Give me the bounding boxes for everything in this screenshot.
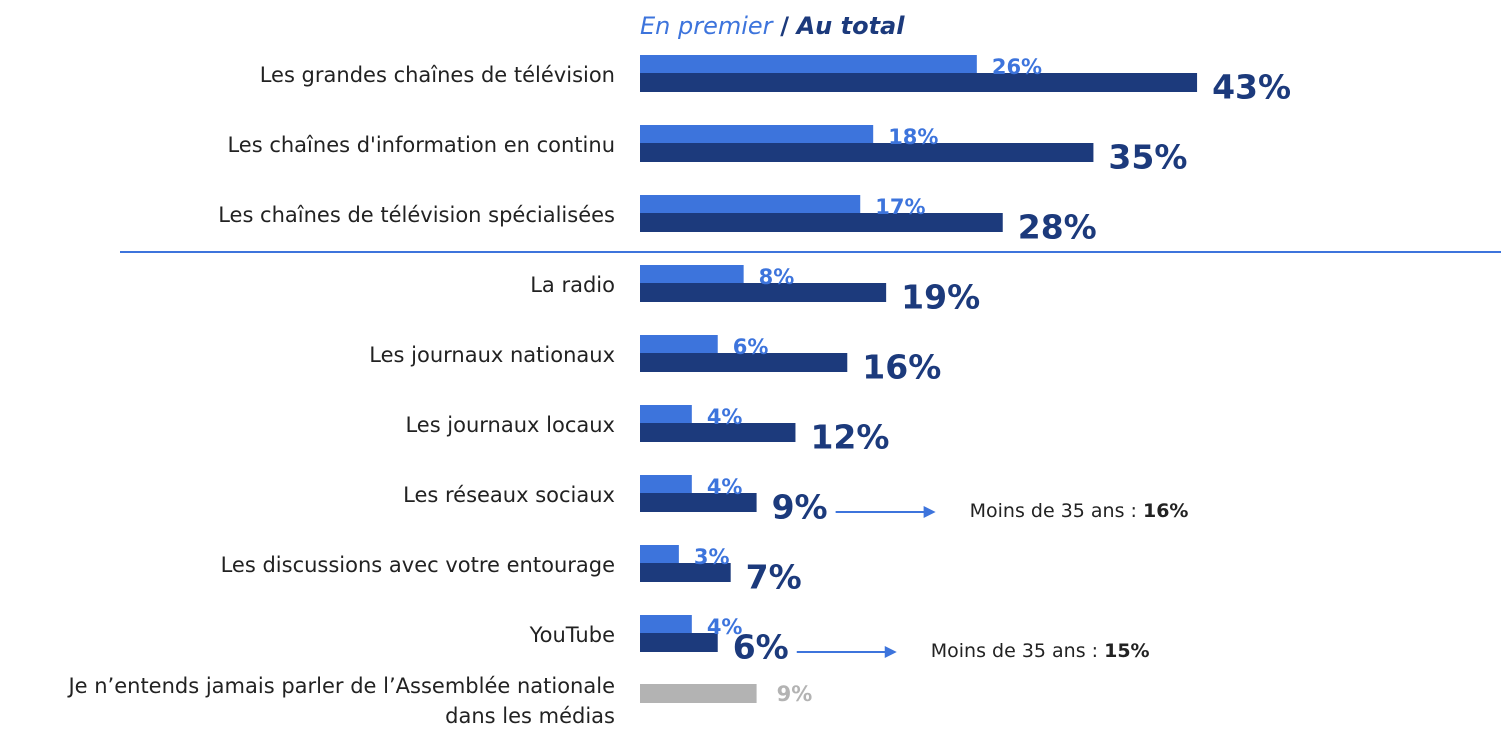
annotation: Moins de 35 ans : 15%: [931, 640, 1150, 662]
value-label: 16%: [862, 348, 941, 387]
bar: [640, 563, 731, 582]
bar: [640, 55, 977, 73]
bar: [640, 684, 757, 703]
legend-entry: Au total: [795, 12, 906, 40]
bar: [640, 335, 718, 353]
bar: [640, 195, 861, 213]
annotation-value: 16%: [1143, 500, 1188, 522]
value-label: 35%: [1108, 138, 1187, 177]
category-label: Les discussions avec votre entourage: [220, 553, 615, 577]
value-label: 4%: [707, 615, 743, 639]
value-label: 17%: [875, 195, 925, 219]
annotation: Moins de 35 ans : 16%: [970, 500, 1189, 522]
category-label: YouTube: [529, 623, 615, 647]
category-label: Je n’entends jamais parler de l’Assemblé…: [68, 674, 615, 728]
bar: [640, 353, 848, 372]
arrow-head: [884, 646, 897, 658]
bar: [640, 545, 679, 563]
bar: [640, 213, 1003, 232]
category-label: Les journaux locaux: [405, 413, 615, 437]
category-label: Les chaînes de télévision spécialisées: [218, 203, 615, 227]
value-label: 28%: [1018, 208, 1097, 247]
value-label: 43%: [1212, 68, 1291, 107]
bar: [640, 125, 874, 143]
category-label: La radio: [530, 273, 615, 297]
annotation-label: Moins de 35 ans :: [931, 640, 1098, 662]
bar: [640, 143, 1094, 162]
bar: [640, 423, 796, 442]
category-label: Les réseaux sociaux: [403, 483, 615, 507]
value-label: 26%: [992, 55, 1042, 79]
bar: [640, 265, 744, 283]
bar: [640, 633, 718, 652]
bar: [640, 615, 692, 633]
value-label: 12%: [810, 418, 889, 457]
value-label: 4%: [707, 475, 743, 499]
category-label: Les grandes chaînes de télévision: [259, 63, 615, 87]
bar: [640, 475, 692, 493]
legend: En premier / Au total: [640, 12, 905, 40]
category-label: Les journaux nationaux: [369, 343, 615, 367]
value-label: 19%: [901, 278, 980, 317]
legend-separator: /: [780, 12, 789, 40]
arrow-head: [923, 506, 936, 518]
value-label: 7%: [746, 558, 802, 597]
annotation-label: Moins de 35 ans :: [970, 500, 1137, 522]
bar: [640, 493, 757, 512]
value-label: 3%: [694, 545, 730, 569]
bar: [640, 405, 692, 423]
value-label: 9%: [777, 682, 813, 706]
value-label: 18%: [888, 125, 938, 149]
value-label: 6%: [733, 628, 789, 667]
value-label: 6%: [733, 335, 769, 359]
legend-entry: En premier: [640, 12, 775, 40]
category-label: Les chaînes d'information en continu: [227, 133, 615, 157]
annotation-value: 15%: [1104, 640, 1149, 662]
value-label: 9%: [772, 488, 828, 527]
value-label: 8%: [759, 265, 795, 289]
value-label: 4%: [707, 405, 743, 429]
bar: [640, 73, 1198, 92]
bar: [640, 283, 887, 302]
